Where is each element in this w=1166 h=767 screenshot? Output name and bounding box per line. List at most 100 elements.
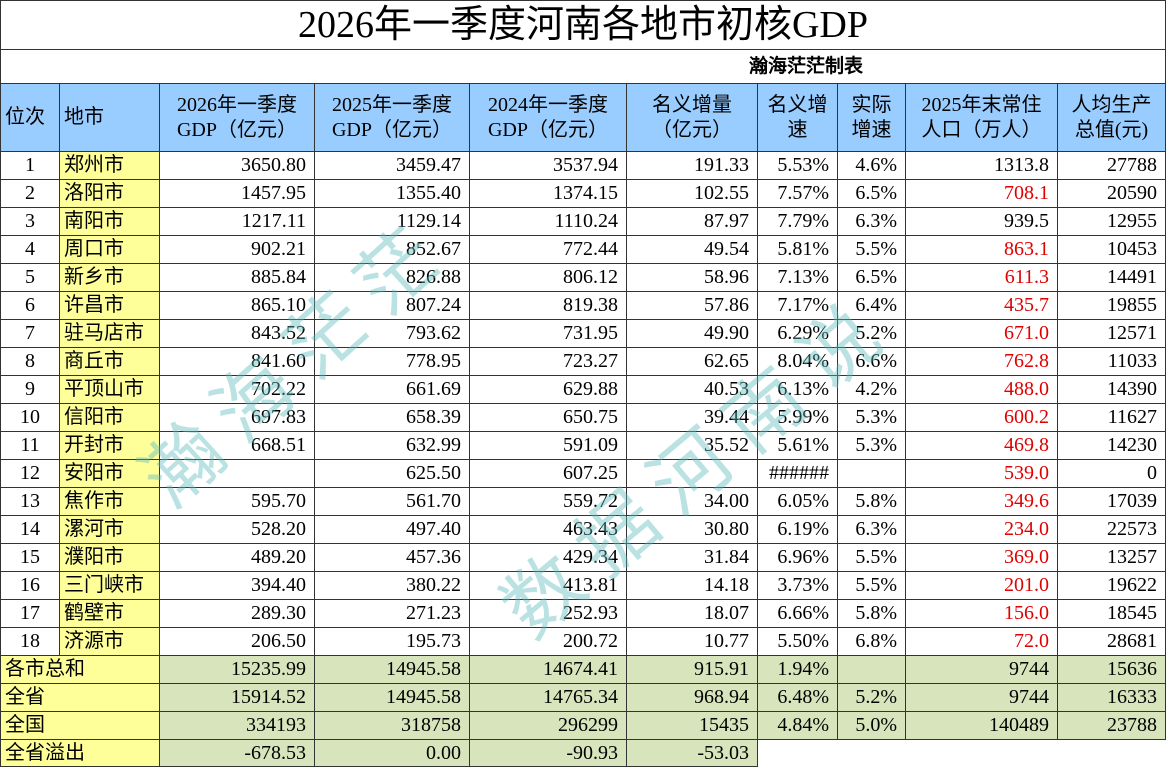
cell: 周口市	[60, 236, 160, 264]
cell: 9744	[906, 656, 1058, 684]
cell: 863.1	[906, 236, 1058, 264]
cell: -678.53	[160, 740, 315, 767]
cell: 18	[0, 628, 60, 656]
cell: 369.0	[906, 544, 1058, 572]
cell: 435.7	[906, 292, 1058, 320]
cell: 5.5%	[838, 544, 906, 572]
cell: 5.99%	[758, 404, 838, 432]
cell: 11627	[1058, 404, 1166, 432]
cell: 7.79%	[758, 208, 838, 236]
cell: 3537.94	[470, 152, 627, 180]
cell: 6.66%	[758, 600, 838, 628]
cell: 289.30	[160, 600, 315, 628]
cell: 852.67	[315, 236, 470, 264]
cell: 671.0	[906, 320, 1058, 348]
cell: 62.65	[627, 348, 758, 376]
cell: 3650.80	[160, 152, 315, 180]
cell: 6.5%	[838, 264, 906, 292]
cell: 许昌市	[60, 292, 160, 320]
cell: 191.33	[627, 152, 758, 180]
cell: 865.10	[160, 292, 315, 320]
cell: 2	[0, 180, 60, 208]
cell: 607.25	[470, 460, 627, 488]
cell: 528.20	[160, 516, 315, 544]
cell: 296299	[470, 712, 627, 740]
cell: 6.4%	[838, 292, 906, 320]
cell: 地市	[60, 84, 160, 152]
cell: 5.0%	[838, 712, 906, 740]
cell: 16333	[1058, 684, 1166, 712]
cell: 915.91	[627, 656, 758, 684]
cell: 17	[0, 600, 60, 628]
cell: 49.54	[627, 236, 758, 264]
cell: 708.1	[906, 180, 1058, 208]
cell: 全国	[0, 712, 160, 740]
cell: 394.40	[160, 572, 315, 600]
cell: 497.40	[315, 516, 470, 544]
cell: 15636	[1058, 656, 1166, 684]
cell: 58.96	[627, 264, 758, 292]
cell: 5.81%	[758, 236, 838, 264]
cell: 195.73	[315, 628, 470, 656]
cell: 12571	[1058, 320, 1166, 348]
cell: 6.19%	[758, 516, 838, 544]
cell: 全省溢出	[0, 740, 160, 767]
cell: 商丘市	[60, 348, 160, 376]
cell: 661.69	[315, 376, 470, 404]
cell: 5.8%	[838, 600, 906, 628]
cell: 731.95	[470, 320, 627, 348]
cell: 793.62	[315, 320, 470, 348]
cell: 697.83	[160, 404, 315, 432]
cell: 8.04%	[758, 348, 838, 376]
cell: 14	[0, 516, 60, 544]
title: 2026年一季度河南各地市初核GDP	[0, 0, 1166, 50]
cell: 5.50%	[758, 628, 838, 656]
cell: 安阳市	[60, 460, 160, 488]
cell: 5.53%	[758, 152, 838, 180]
cell: 457.36	[315, 544, 470, 572]
cell: 4.84%	[758, 712, 838, 740]
cell: 名义增量 （亿元）	[627, 84, 758, 152]
cell: 10453	[1058, 236, 1166, 264]
cell: 6.05%	[758, 488, 838, 516]
cell: 30.80	[627, 516, 758, 544]
cell: 7.17%	[758, 292, 838, 320]
cell: 14765.34	[470, 684, 627, 712]
cell: 156.0	[906, 600, 1058, 628]
cell: 18545	[1058, 600, 1166, 628]
cell: 13257	[1058, 544, 1166, 572]
empty-cell	[160, 460, 315, 488]
cell: 3459.47	[315, 152, 470, 180]
cell: 87.97	[627, 208, 758, 236]
cell: 14.18	[627, 572, 758, 600]
cell: 14945.58	[315, 684, 470, 712]
cell: 843.52	[160, 320, 315, 348]
cell: 0.00	[315, 740, 470, 767]
cell: 939.5	[906, 208, 1058, 236]
cell: 开封市	[60, 432, 160, 460]
cell: 10.77	[627, 628, 758, 656]
cell: 5.8%	[838, 488, 906, 516]
cell: 1217.11	[160, 208, 315, 236]
cell: 驻马店市	[60, 320, 160, 348]
cell: 名义增 速	[758, 84, 838, 152]
cell: 40.53	[627, 376, 758, 404]
cell: 5.2%	[838, 684, 906, 712]
cell: 实际 增速	[838, 84, 906, 152]
cell: 新乡市	[60, 264, 160, 292]
cell: 762.8	[906, 348, 1058, 376]
cell: 11033	[1058, 348, 1166, 376]
cell: 72.0	[906, 628, 1058, 656]
cell: 885.84	[160, 264, 315, 292]
empty-cell	[627, 460, 758, 488]
cell: 济源市	[60, 628, 160, 656]
cell: 6.48%	[758, 684, 838, 712]
cell: 14230	[1058, 432, 1166, 460]
cell: 1110.24	[470, 208, 627, 236]
cell: 1	[0, 152, 60, 180]
cell: 15	[0, 544, 60, 572]
cell: 807.24	[315, 292, 470, 320]
empty-cell	[838, 460, 906, 488]
cell: 位次	[0, 84, 60, 152]
